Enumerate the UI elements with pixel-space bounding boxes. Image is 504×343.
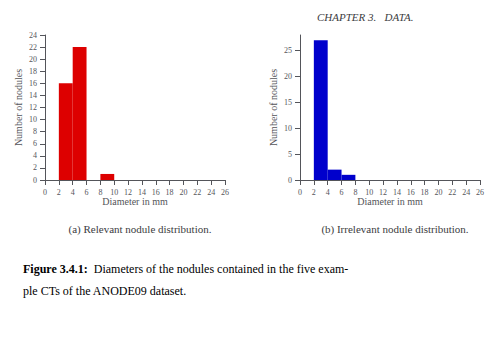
svg-text:6: 6 [33,139,37,148]
svg-text:Number of nodules: Number of nodules [13,69,24,146]
svg-text:4: 4 [33,151,37,160]
svg-text:8: 8 [353,188,357,197]
svg-text:8: 8 [98,188,102,197]
svg-text:18: 18 [166,188,174,197]
svg-text:Diameters of the nodules conta: Diameters of the nodules contained in th… [88,262,349,276]
svg-text:24: 24 [207,188,215,197]
svg-text:(a) Relevant nodule distributi: (a) Relevant nodule distribution. [69,223,212,236]
svg-text:10: 10 [110,188,118,197]
svg-text:4: 4 [71,188,75,197]
svg-text:15: 15 [284,98,292,107]
svg-text:24: 24 [462,188,470,197]
svg-text:0: 0 [43,188,47,197]
svg-text:22: 22 [448,188,456,197]
svg-text:2: 2 [57,188,61,197]
svg-text:Diameter in mm: Diameter in mm [102,196,168,207]
svg-text:CHAPTER 3. DATA.: CHAPTER 3. DATA. [317,11,414,23]
svg-text:2: 2 [312,188,316,197]
svg-text:10: 10 [365,188,373,197]
svg-text:0: 0 [288,176,292,185]
svg-text:ple CTs of the ANODE09 dataset: ple CTs of the ANODE09 dataset. [23,284,186,298]
svg-text:18: 18 [421,188,429,197]
svg-text:14: 14 [138,188,146,197]
svg-text:26: 26 [221,188,229,197]
svg-text:14: 14 [29,91,37,100]
svg-text:20: 20 [434,188,442,197]
svg-text:12: 12 [379,188,387,197]
svg-text:10: 10 [284,124,292,133]
svg-text:16: 16 [407,188,415,197]
svg-text:25: 25 [284,46,292,55]
svg-text:20: 20 [179,188,187,197]
svg-text:Number of nodules: Number of nodules [268,69,279,146]
svg-text:10: 10 [29,115,37,124]
svg-text:20: 20 [284,72,292,81]
svg-text:22: 22 [193,188,201,197]
svg-text:26: 26 [476,188,484,197]
svg-text:0: 0 [33,176,37,185]
svg-text:5: 5 [288,150,292,159]
svg-text:12: 12 [29,103,37,112]
svg-text:20: 20 [29,55,37,64]
svg-text:22: 22 [29,43,37,52]
svg-text:2: 2 [33,163,37,172]
svg-text:6: 6 [340,188,344,197]
svg-text:14: 14 [393,188,401,197]
svg-text:16: 16 [29,79,37,88]
svg-text:Diameter in mm: Diameter in mm [357,196,423,207]
svg-text:(b) Irrelevant nodule distribu: (b) Irrelevant nodule distribution. [321,223,468,236]
svg-text:0: 0 [298,188,302,197]
svg-text:12: 12 [124,188,132,197]
svg-text:24: 24 [29,31,37,40]
svg-text:4: 4 [326,188,330,197]
svg-text:Figure 3.4.1:: Figure 3.4.1: [23,262,88,276]
svg-text:8: 8 [33,127,37,136]
svg-text:6: 6 [85,188,89,197]
svg-text:18: 18 [29,67,37,76]
svg-text:16: 16 [152,188,160,197]
